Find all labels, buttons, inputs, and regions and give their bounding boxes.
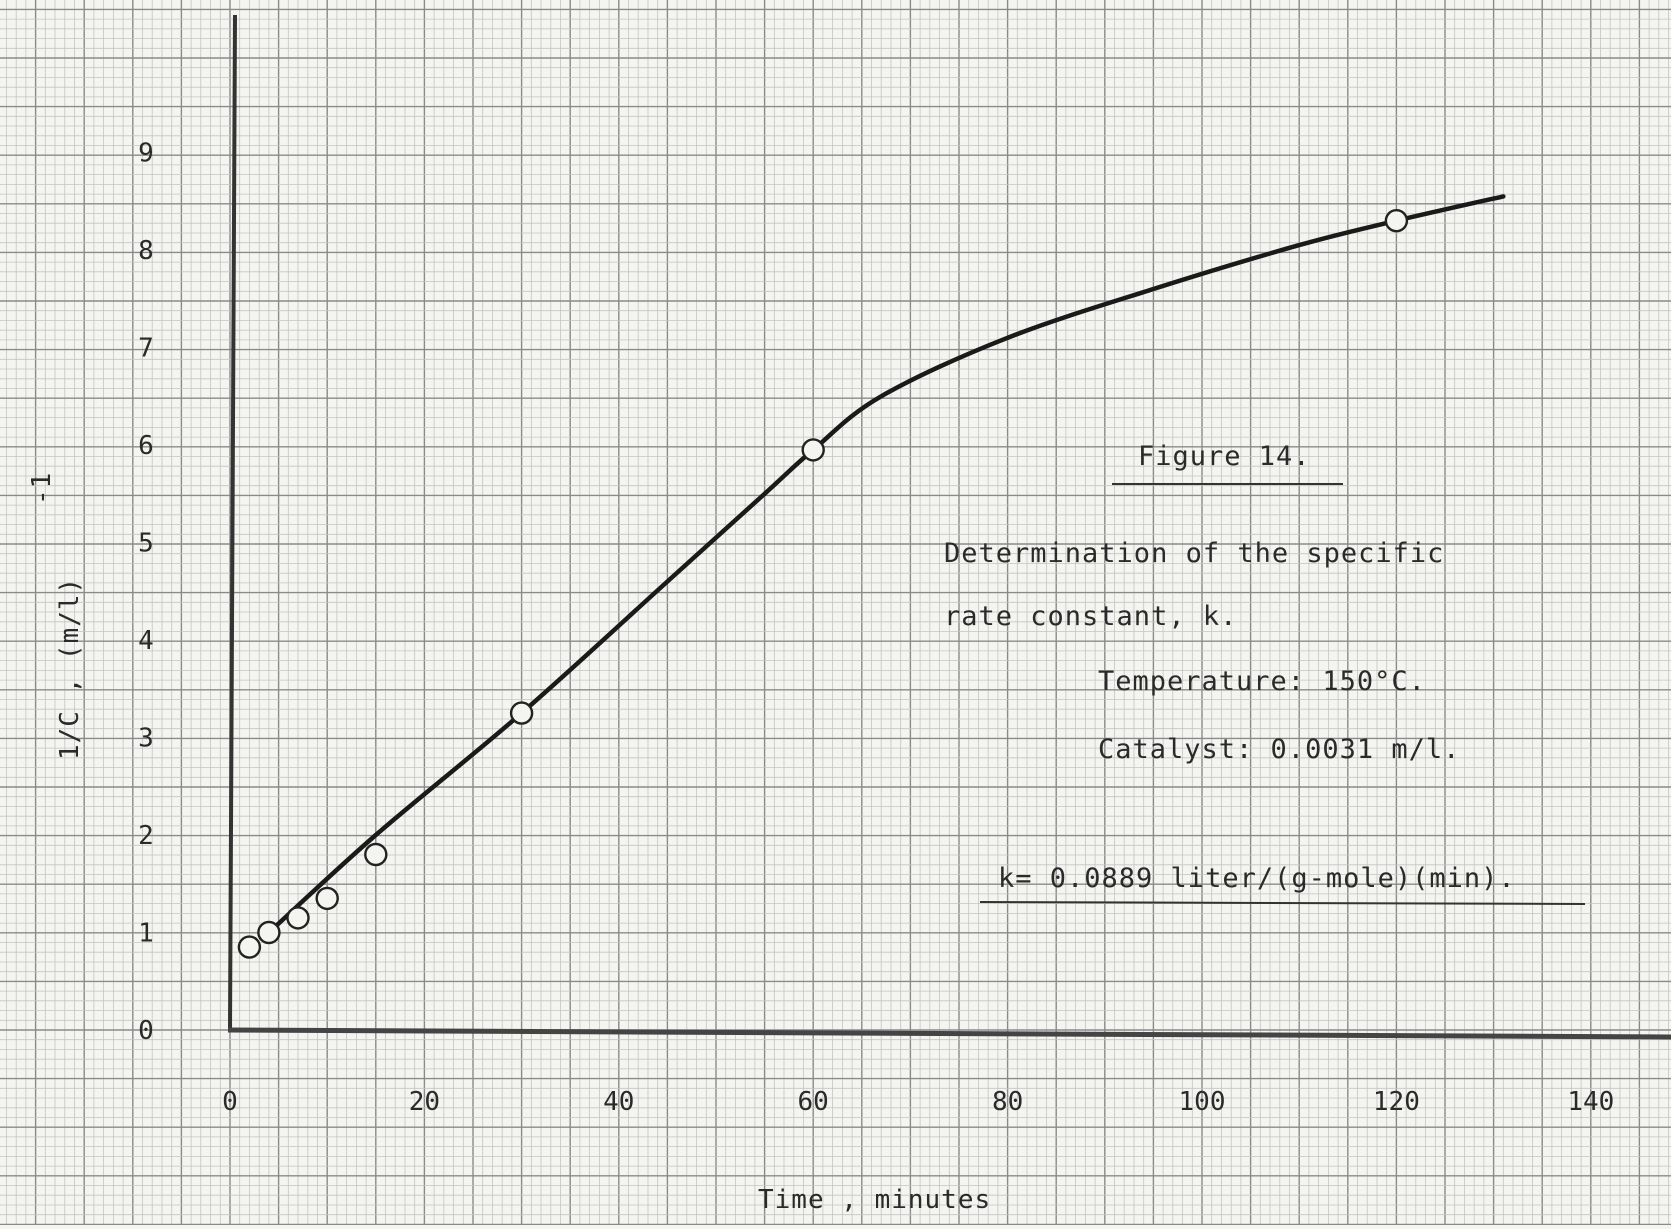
y-tick-label: 4 (138, 626, 154, 656)
rate-constant-underline (979, 901, 1586, 905)
description-line-1: Determination of the specific (944, 538, 1444, 569)
x-tick-label: 100 (1179, 1087, 1226, 1117)
x-tick-label: 20 (409, 1087, 440, 1117)
catalyst-note: Catalyst: 0.0031 m/l. (1098, 734, 1460, 765)
x-tick-label: 140 (1567, 1087, 1614, 1117)
description-line-2: rate constant, k. (944, 601, 1237, 632)
y-tick-label: 9 (138, 139, 154, 169)
y-tick-label: 1 (138, 919, 154, 949)
y-tick-label: 6 (138, 431, 154, 461)
data-point (1384, 208, 1409, 233)
x-tick-label: 0 (222, 1087, 238, 1117)
x-tick-label: 80 (992, 1087, 1023, 1117)
data-point (286, 906, 310, 930)
figure-label: Figure 14. (1138, 441, 1311, 472)
y-tick-label: 2 (138, 821, 154, 851)
data-point (257, 920, 281, 945)
fitted-curve (266, 194, 1506, 935)
annotations: Figure 14. Determination of the specific… (944, 441, 1586, 905)
y-tick-label: 5 (138, 529, 154, 559)
data-point (237, 935, 262, 959)
y-axis-label: 1/C , (m/l) (55, 577, 85, 760)
data-points (237, 208, 1409, 959)
temperature-note: Temperature: 150°C. (1098, 666, 1426, 697)
x-tick-label: 40 (603, 1087, 634, 1117)
data-point (315, 886, 339, 911)
y-axis-label-group: 1/C , (m/l) -1 (27, 472, 85, 760)
data-point (509, 701, 534, 725)
tick-labels: 0 20 40 60 80 100 120 140 0 1 2 3 4 5 6 7 8 9 (138, 139, 1614, 1118)
x-tick-label: 120 (1373, 1087, 1420, 1117)
y-tick-label: 3 (138, 724, 154, 754)
y-axis-label-superscript: -1 (27, 472, 57, 505)
x-tick-label: 60 (798, 1087, 829, 1117)
y-tick-label: 8 (138, 236, 154, 266)
x-axis-line (227, 1027, 1671, 1040)
y-tick-label: 7 (138, 334, 154, 364)
curve (266, 194, 1506, 935)
y-axis-line (228, 14, 237, 1031)
rate-constant-note: k= 0.0889 liter/(g-mole)(min). (998, 863, 1516, 894)
y-tick-label: 0 (138, 1016, 154, 1046)
x-axis-label: Time , minutes (758, 1185, 991, 1215)
axes (227, 14, 1671, 1040)
data-point (801, 438, 825, 462)
data-point (364, 842, 388, 867)
